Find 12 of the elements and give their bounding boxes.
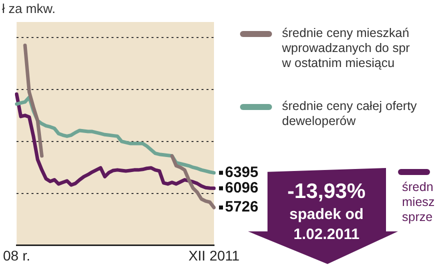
legend-label: średnie ceny całej oferty deweloperów [282,99,417,129]
text: -13,93% [286,180,367,204]
chart-title: ł za mkw. [2,1,56,16]
text: spadek od [288,206,365,223]
x-tick-label: 08 r. [2,247,30,264]
data-label: 6096 [225,179,258,196]
legend-label: średnie ceny mieszkań wprowadzanych do spr w ostatnim miesiącu [282,26,410,71]
data-label: 6395 [225,164,258,181]
x-tick-label: XII 2011 [188,247,240,264]
text: średn miesz sprze [402,180,435,225]
text: 1.02.2011 [292,226,360,243]
data-label: 5726 [225,198,258,216]
